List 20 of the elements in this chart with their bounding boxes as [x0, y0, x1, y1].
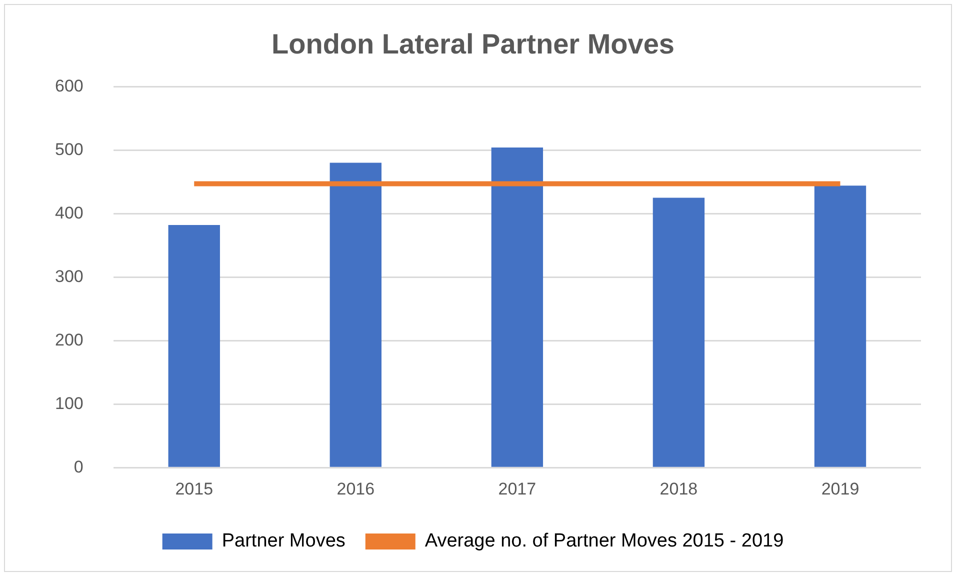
x-tick-label: 2015: [175, 479, 214, 498]
legend-label: Average no. of Partner Moves 2015 - 2019: [424, 530, 784, 552]
y-tick-label: 100: [54, 394, 84, 413]
legend-label: Partner Moves: [222, 530, 346, 552]
x-tick-label: 2016: [336, 479, 375, 498]
x-tick-label: 2017: [498, 479, 536, 498]
y-tick-label: 600: [54, 76, 84, 96]
bar: [330, 162, 382, 467]
y-tick-label: 0: [74, 457, 84, 476]
y-tick-label: 500: [54, 140, 84, 159]
bar: [168, 225, 220, 467]
y-tick-label: 400: [54, 203, 84, 222]
y-tick-label: 200: [54, 330, 84, 350]
x-tick-label: 2018: [660, 479, 698, 498]
bar: [652, 198, 705, 467]
bar: [491, 148, 544, 467]
x-tick-label: 2019: [821, 479, 860, 498]
y-tick-label: 300: [54, 266, 84, 286]
chart-title: London Lateral Partner Moves: [272, 28, 674, 60]
bar: [814, 186, 866, 467]
